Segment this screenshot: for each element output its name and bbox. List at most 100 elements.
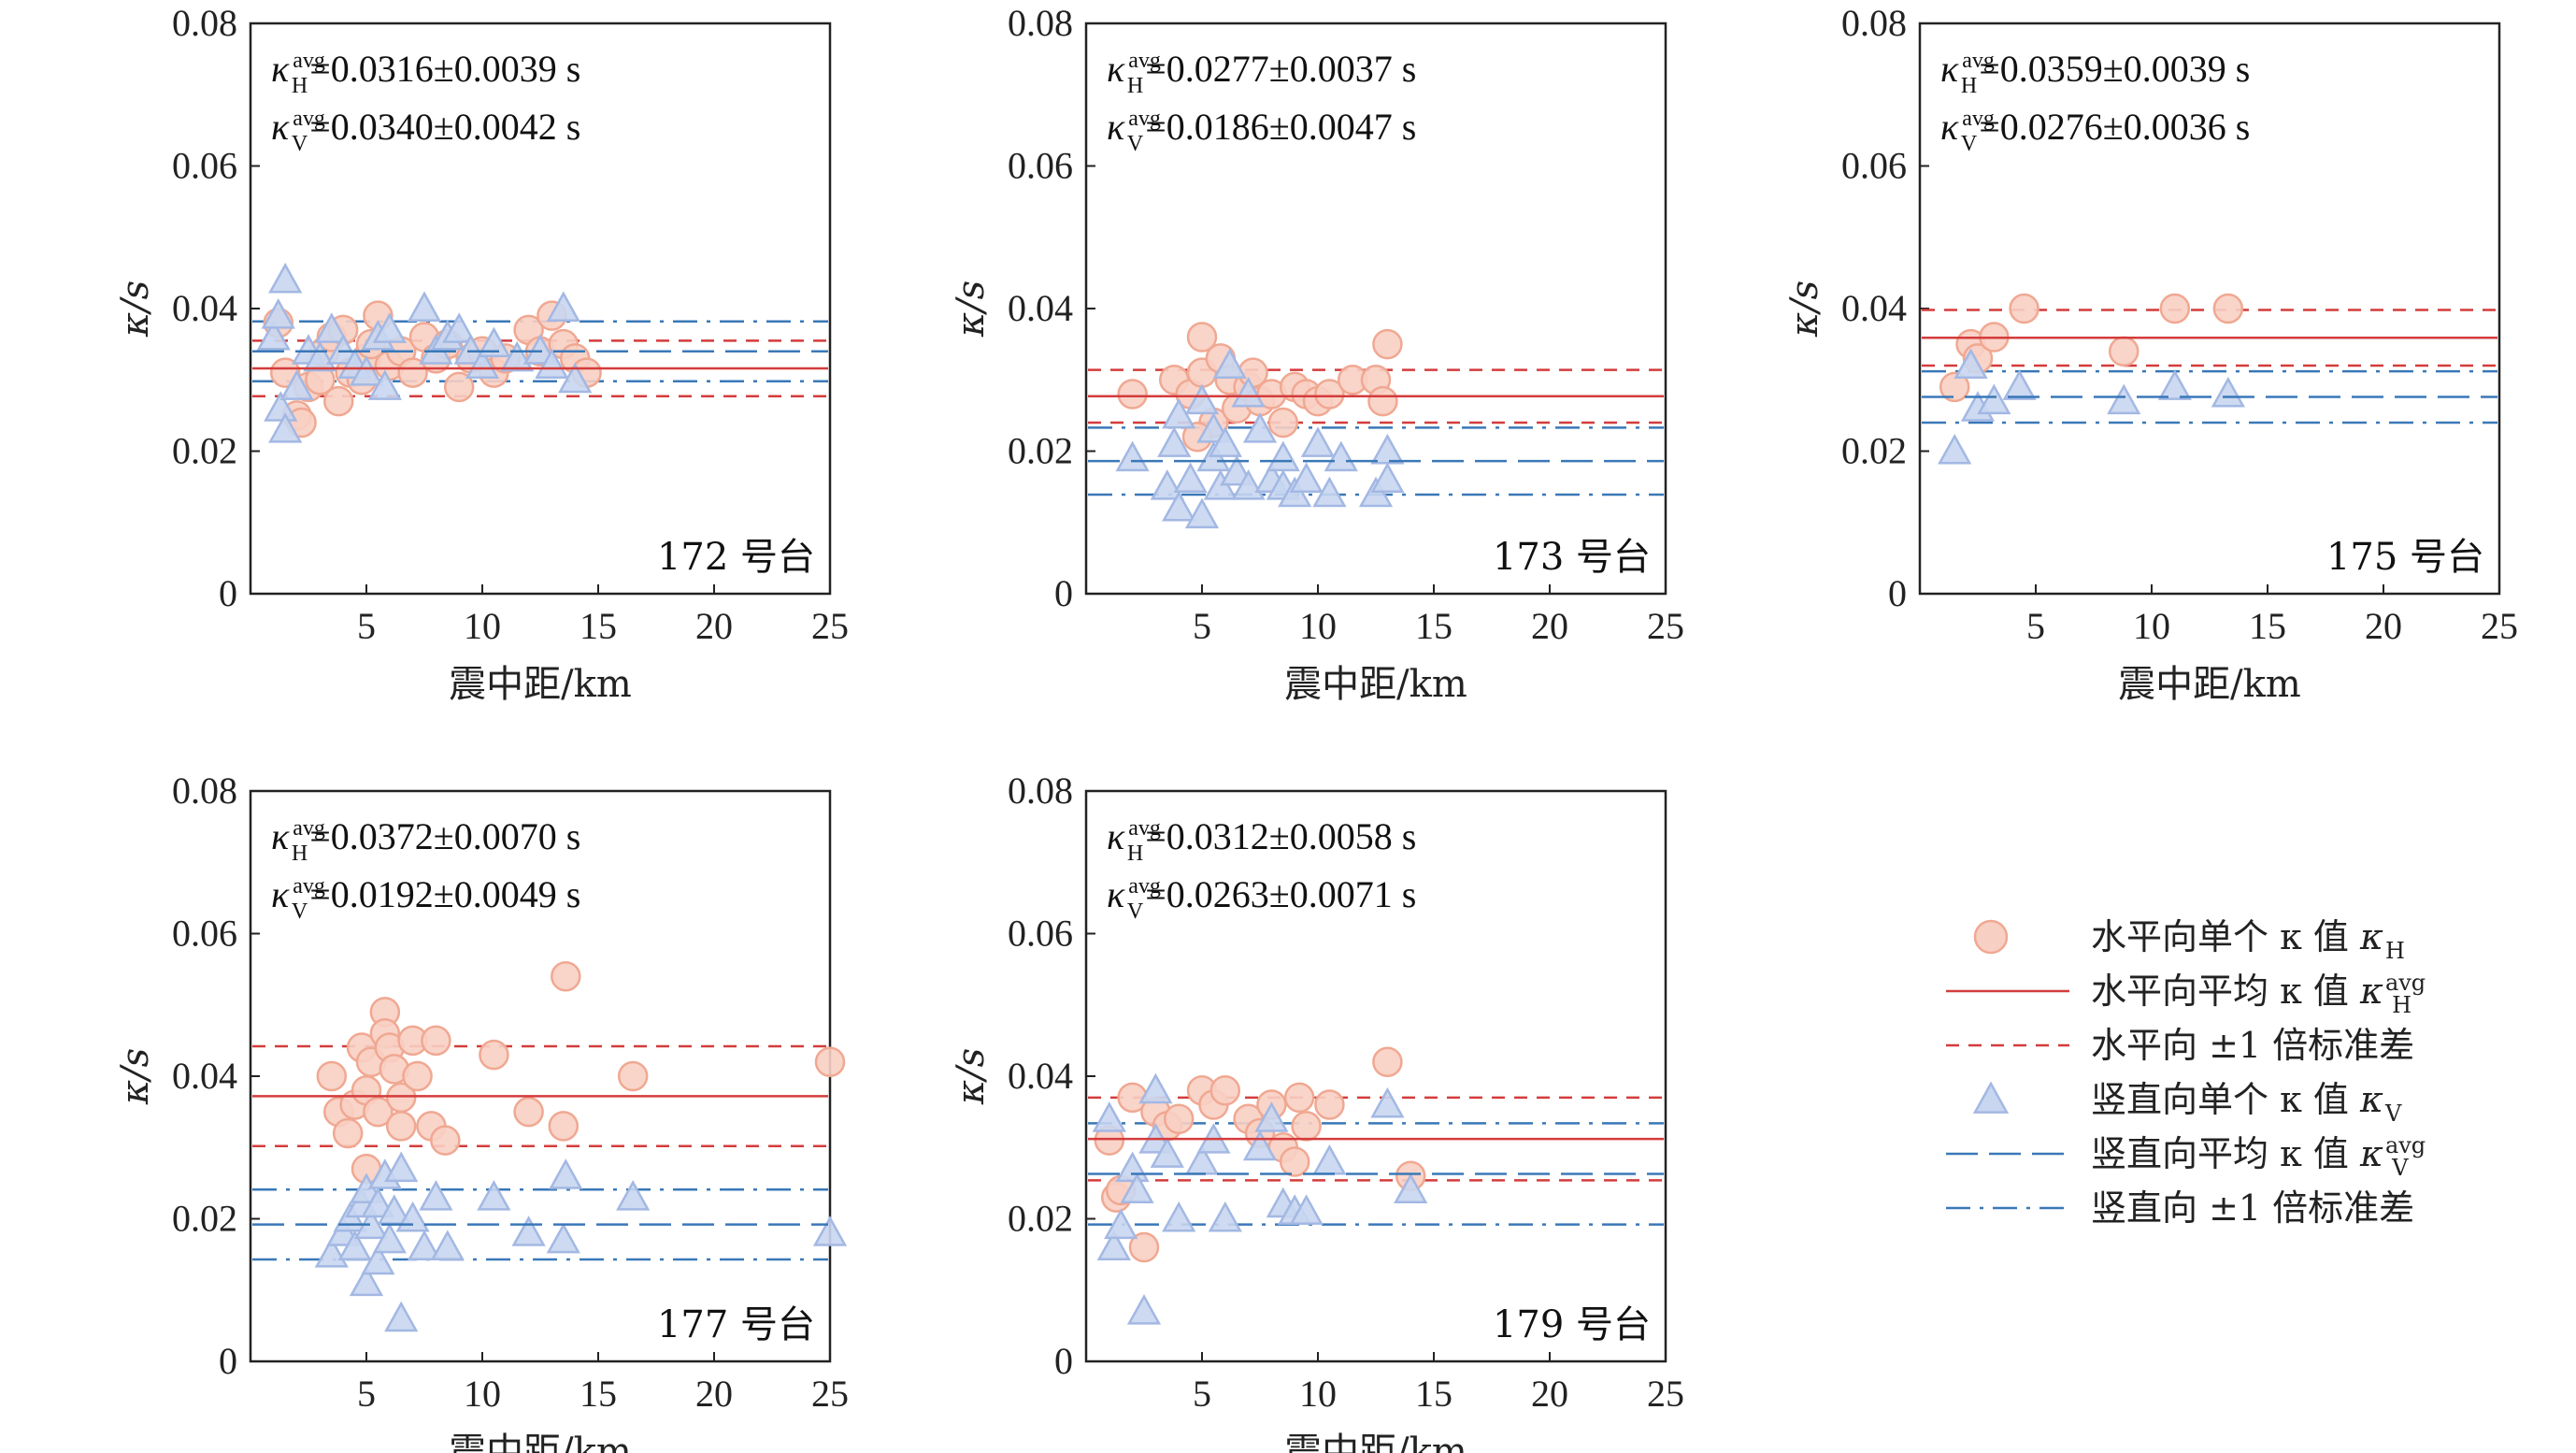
y-tick-label: 0.08 [1841, 2, 1907, 44]
x-axis-label: 震中距/km [1284, 663, 1467, 706]
v-point [1394, 1172, 1428, 1204]
h-point [322, 385, 354, 417]
v-point [1162, 490, 1196, 522]
y-tick-label: 0 [1054, 1340, 1073, 1382]
x-tick-label: 25 [1647, 605, 1684, 647]
v-point [1208, 426, 1242, 457]
v-point [1370, 1086, 1405, 1118]
h-point [1283, 1082, 1315, 1114]
x-tick-label: 20 [1531, 605, 1568, 647]
y-tick-label: 0 [219, 572, 237, 614]
v-point [1208, 1201, 1242, 1232]
stat-v: κ avg V=0.0186±0.0047 s [1107, 106, 1416, 156]
v-point [1370, 433, 1405, 465]
h-point [1128, 1231, 1160, 1263]
h-point [2108, 336, 2140, 367]
x-tick-label: 5 [1193, 1373, 1211, 1415]
v-point [268, 412, 303, 443]
h-point [1209, 1075, 1241, 1106]
h-point [551, 961, 581, 992]
v-point [558, 362, 593, 394]
stat-v: κ avg V=0.0276±0.0036 s [1940, 106, 2250, 156]
x-axis-label: 震中距/km [2118, 663, 2301, 706]
x-tick-label: 10 [1299, 1373, 1337, 1415]
h-point [548, 1111, 580, 1142]
v-point [1184, 497, 1220, 529]
x-tick-label: 25 [2481, 605, 2518, 647]
y-tick-label: 0.04 [172, 1055, 237, 1097]
h-point [1372, 1046, 1403, 1077]
legend-label: 竖直向单个 κ 值 κV [2091, 1079, 2402, 1127]
v-point [1150, 1137, 1184, 1168]
v-point [349, 355, 384, 386]
y-tick-label: 0.06 [1841, 145, 1907, 187]
stat-v: κ avg V=0.0263±0.0071 s [1107, 873, 1416, 924]
v-point [407, 291, 442, 323]
x-tick-label: 25 [811, 605, 849, 647]
stat-h: κ avg H=0.0312±0.0058 s [1107, 815, 1416, 866]
v-point [372, 312, 407, 343]
v-point [616, 1180, 651, 1211]
x-tick-label: 20 [1531, 1373, 1568, 1415]
v-point [1254, 1101, 1289, 1132]
legend-circle-marker [1973, 919, 2009, 955]
x-tick-label: 5 [357, 1373, 376, 1415]
v-point [477, 326, 511, 358]
v-point [1115, 440, 1150, 472]
stat-h: κ avg H=0.0359±0.0039 s [1940, 48, 2250, 98]
x-tick-label: 25 [1647, 1373, 1684, 1415]
h-point [363, 1096, 394, 1128]
v-point [1370, 462, 1405, 494]
x-tick-label: 15 [1415, 1373, 1453, 1415]
h-point [397, 357, 428, 388]
legend-label: 水平向平均 κ 值 κavg H [2091, 970, 2426, 1018]
stat-h: κ avg H=0.0372±0.0070 s [271, 815, 580, 866]
h-point [2159, 293, 2191, 324]
chart-panel-179: 0 0.02 0.04 0.06 0.08 5 10 15 20 25 震中距/km κ/s κ avg H… [950, 770, 1684, 1453]
stat-v: κ avg V=0.0340±0.0042 s [271, 106, 580, 156]
station-label: 179 号台 [1493, 1303, 1651, 1346]
v-point [535, 348, 569, 380]
y-tick-label: 0.08 [172, 770, 237, 812]
v-point [361, 1187, 395, 1218]
v-point [2107, 383, 2141, 415]
x-tick-label: 5 [2026, 605, 2045, 647]
x-axis-label: 震中距/km [449, 1431, 632, 1453]
h-point [316, 1060, 348, 1092]
v-point [430, 1230, 465, 1261]
v-point [1231, 376, 1266, 408]
h-point [402, 1060, 433, 1092]
h-point [332, 1117, 364, 1149]
x-tick-label: 20 [695, 605, 733, 647]
x-tick-label: 15 [2249, 605, 2286, 647]
v-point [407, 1230, 442, 1261]
y-tick-label: 0.02 [1008, 1198, 1073, 1240]
y-tick-label: 0.06 [1008, 913, 1073, 955]
v-point [1184, 383, 1220, 415]
y-axis-label: κ/s [950, 281, 993, 338]
chart-panel-175: 0 0.02 0.04 0.06 0.08 5 10 15 20 25 震中距/km κ/s κ avg H… [1783, 2, 2518, 706]
y-tick-label: 0 [1054, 572, 1073, 614]
y-tick-label: 0.08 [1008, 770, 1073, 812]
v-point [549, 1158, 583, 1189]
v-point [1289, 462, 1324, 494]
v-point [419, 1180, 453, 1211]
legend-label: 竖直向 ±1 倍标准差 [2091, 1187, 2414, 1229]
h-point [1291, 1111, 1322, 1142]
stat-h: κ avg H=0.0277±0.0037 s [1107, 48, 1416, 98]
y-axis-label: κ/s [950, 1048, 993, 1105]
v-point [314, 312, 349, 343]
v-point [812, 1216, 848, 1246]
x-tick-label: 15 [580, 1373, 617, 1415]
v-point [268, 262, 303, 294]
y-axis-label: κ/s [1783, 281, 1826, 338]
v-point [1300, 426, 1336, 457]
y-tick-label: 0 [219, 1340, 237, 1382]
h-point [443, 371, 475, 403]
chart-panel-172: 0 0.02 0.04 0.06 0.08 5 10 15 20 25 震中距/km κ/s κ avg H… [114, 2, 849, 706]
x-tick-label: 5 [357, 605, 376, 647]
v-point [1157, 426, 1192, 457]
v-point [1138, 1072, 1173, 1104]
chart-panel-173: 0 0.02 0.04 0.06 0.08 5 10 15 20 25 震中距/km κ/s κ avg H… [950, 2, 1684, 706]
station-label: 177 号台 [657, 1303, 815, 1346]
